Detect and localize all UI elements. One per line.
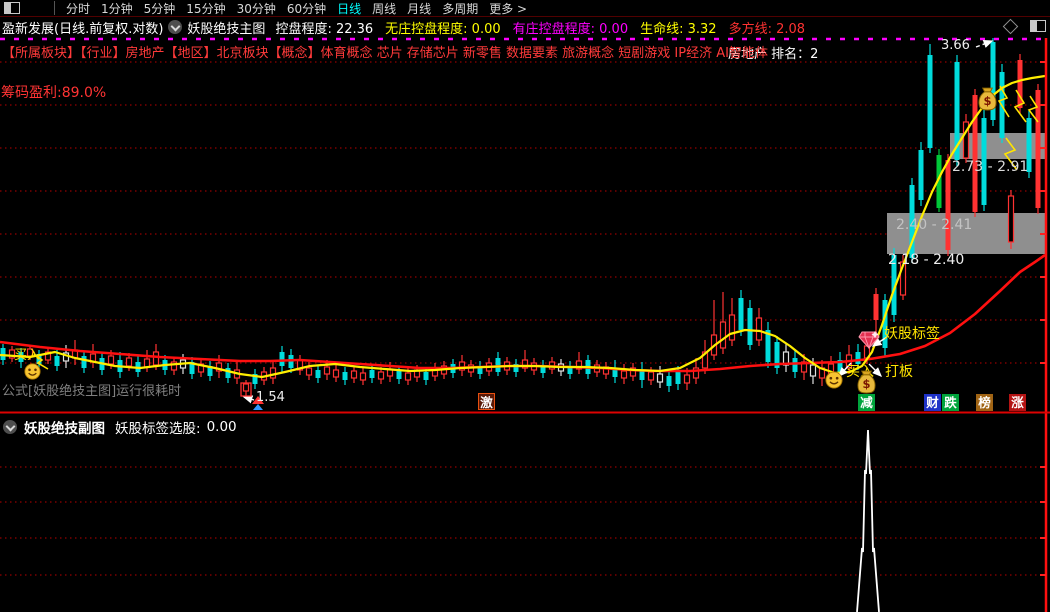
chevron-down-icon[interactable] bbox=[168, 20, 183, 34]
smiley-icon bbox=[24, 363, 41, 380]
indicator-fields: 控盘程度: 22.36 无庄控盘程度: 0.00 有庄控盘程度: 0.00 生命线: … bbox=[275, 18, 817, 37]
low-price-label: 1.54 bbox=[256, 390, 285, 405]
yaogu-tag-label: 妖股标签 bbox=[884, 326, 940, 342]
window-split-icon[interactable] bbox=[1030, 20, 1046, 32]
period-tab-5[interactable]: 60分钟 bbox=[286, 1, 327, 16]
diamond-icon[interactable] bbox=[1002, 18, 1019, 34]
period-tab-2[interactable]: 5分钟 bbox=[143, 1, 176, 16]
indicator-field-0: 控盘程度: 22.36 bbox=[275, 21, 374, 37]
indicator-field-4: 多方线: 2.08 bbox=[728, 21, 806, 37]
layout-split-icon[interactable] bbox=[0, 1, 55, 15]
indicator-field-3: 生命线: 3.32 bbox=[640, 21, 717, 37]
formula-watermark: 公式[妖股绝技主图]运行很耗时 bbox=[2, 384, 182, 399]
badge-bang: 榜 bbox=[976, 394, 993, 411]
period-tab-6[interactable]: 日线 bbox=[337, 1, 362, 16]
period-tab-7[interactable]: 周线 bbox=[372, 1, 397, 16]
moneybag-icon: $ bbox=[857, 370, 876, 394]
indicator-field-2: 有庄控盘程度: 0.00 bbox=[512, 21, 629, 37]
period-tab-1[interactable]: 1分钟 bbox=[101, 1, 133, 16]
period-menubar: 分时 1分钟 5分钟 15分钟 30分钟 60分钟 日线 周线 月线 多周期 更多 > bbox=[0, 0, 1050, 17]
period-tabs: 分时 1分钟 5分钟 15分钟 30分钟 60分钟 日线 周线 月线 多周期 更多 > bbox=[55, 0, 527, 17]
smiley-icon bbox=[825, 371, 843, 389]
indicator-field-1: 无庄控盘程度: 0.00 bbox=[385, 21, 501, 37]
period-tab-9[interactable]: 多周期 bbox=[442, 1, 479, 16]
stock-info-bar: 盈新发展(日线.前复权.对数) 妖股绝技主图 控盘程度: 22.36 无庄控盘程度… bbox=[2, 18, 817, 37]
stock-name[interactable]: 盈新发展(日线.前复权.对数) bbox=[2, 21, 164, 37]
badge-zhang: 涨 bbox=[1009, 394, 1026, 411]
subchart-title[interactable]: 妖股绝技副图 bbox=[24, 421, 105, 437]
badge-die: 跌 bbox=[942, 394, 959, 411]
indicator-name[interactable]: 妖股绝技主图 bbox=[187, 21, 266, 37]
corner-icons bbox=[1002, 18, 1046, 34]
subchart-field-label: 妖股标签选股: bbox=[115, 421, 201, 437]
chevron-down-icon[interactable] bbox=[3, 420, 17, 434]
price-range-label-2: 2.40 - 2.41 bbox=[896, 217, 973, 233]
gem-icon bbox=[858, 331, 880, 349]
buy-annotation-left: 买入 bbox=[14, 348, 41, 363]
period-tab-10[interactable]: 更多 > bbox=[489, 1, 528, 16]
sector-rank: 房地产 排名：2 bbox=[728, 47, 819, 62]
high-price-label: 3.66 bbox=[941, 38, 970, 53]
period-tab-4[interactable]: 30分钟 bbox=[236, 1, 276, 16]
subchart-field-value: 0.00 bbox=[206, 419, 237, 435]
svg-text:$: $ bbox=[984, 94, 992, 108]
badge-jian: 减 bbox=[858, 394, 875, 411]
period-tab-8[interactable]: 月线 bbox=[407, 1, 432, 16]
period-tab-3[interactable]: 15分钟 bbox=[186, 1, 226, 16]
daban-annotation: 打板 bbox=[885, 364, 913, 380]
subchart-header: 妖股绝技副图 妖股标签选股: 0.00 bbox=[3, 417, 237, 437]
moneybag-icon: $ bbox=[978, 87, 997, 111]
badge-ji: 激 bbox=[478, 393, 495, 410]
badge-cai: 财 bbox=[924, 394, 941, 411]
chip-profit-label: 筹码盈利:89.0% bbox=[1, 85, 107, 101]
period-tab-0[interactable]: 分时 bbox=[66, 1, 91, 16]
price-range-label-3: 2.18 - 2.40 bbox=[888, 252, 965, 268]
price-range-label-1: 2.73 - 2.91 bbox=[952, 159, 1029, 175]
sector-concepts[interactable]: 【所属板块】【行业】房地产【地区】北京板块【概念】体育概念 芯片 存储芯片 新零… bbox=[2, 46, 768, 61]
svg-text:$: $ bbox=[863, 377, 871, 391]
